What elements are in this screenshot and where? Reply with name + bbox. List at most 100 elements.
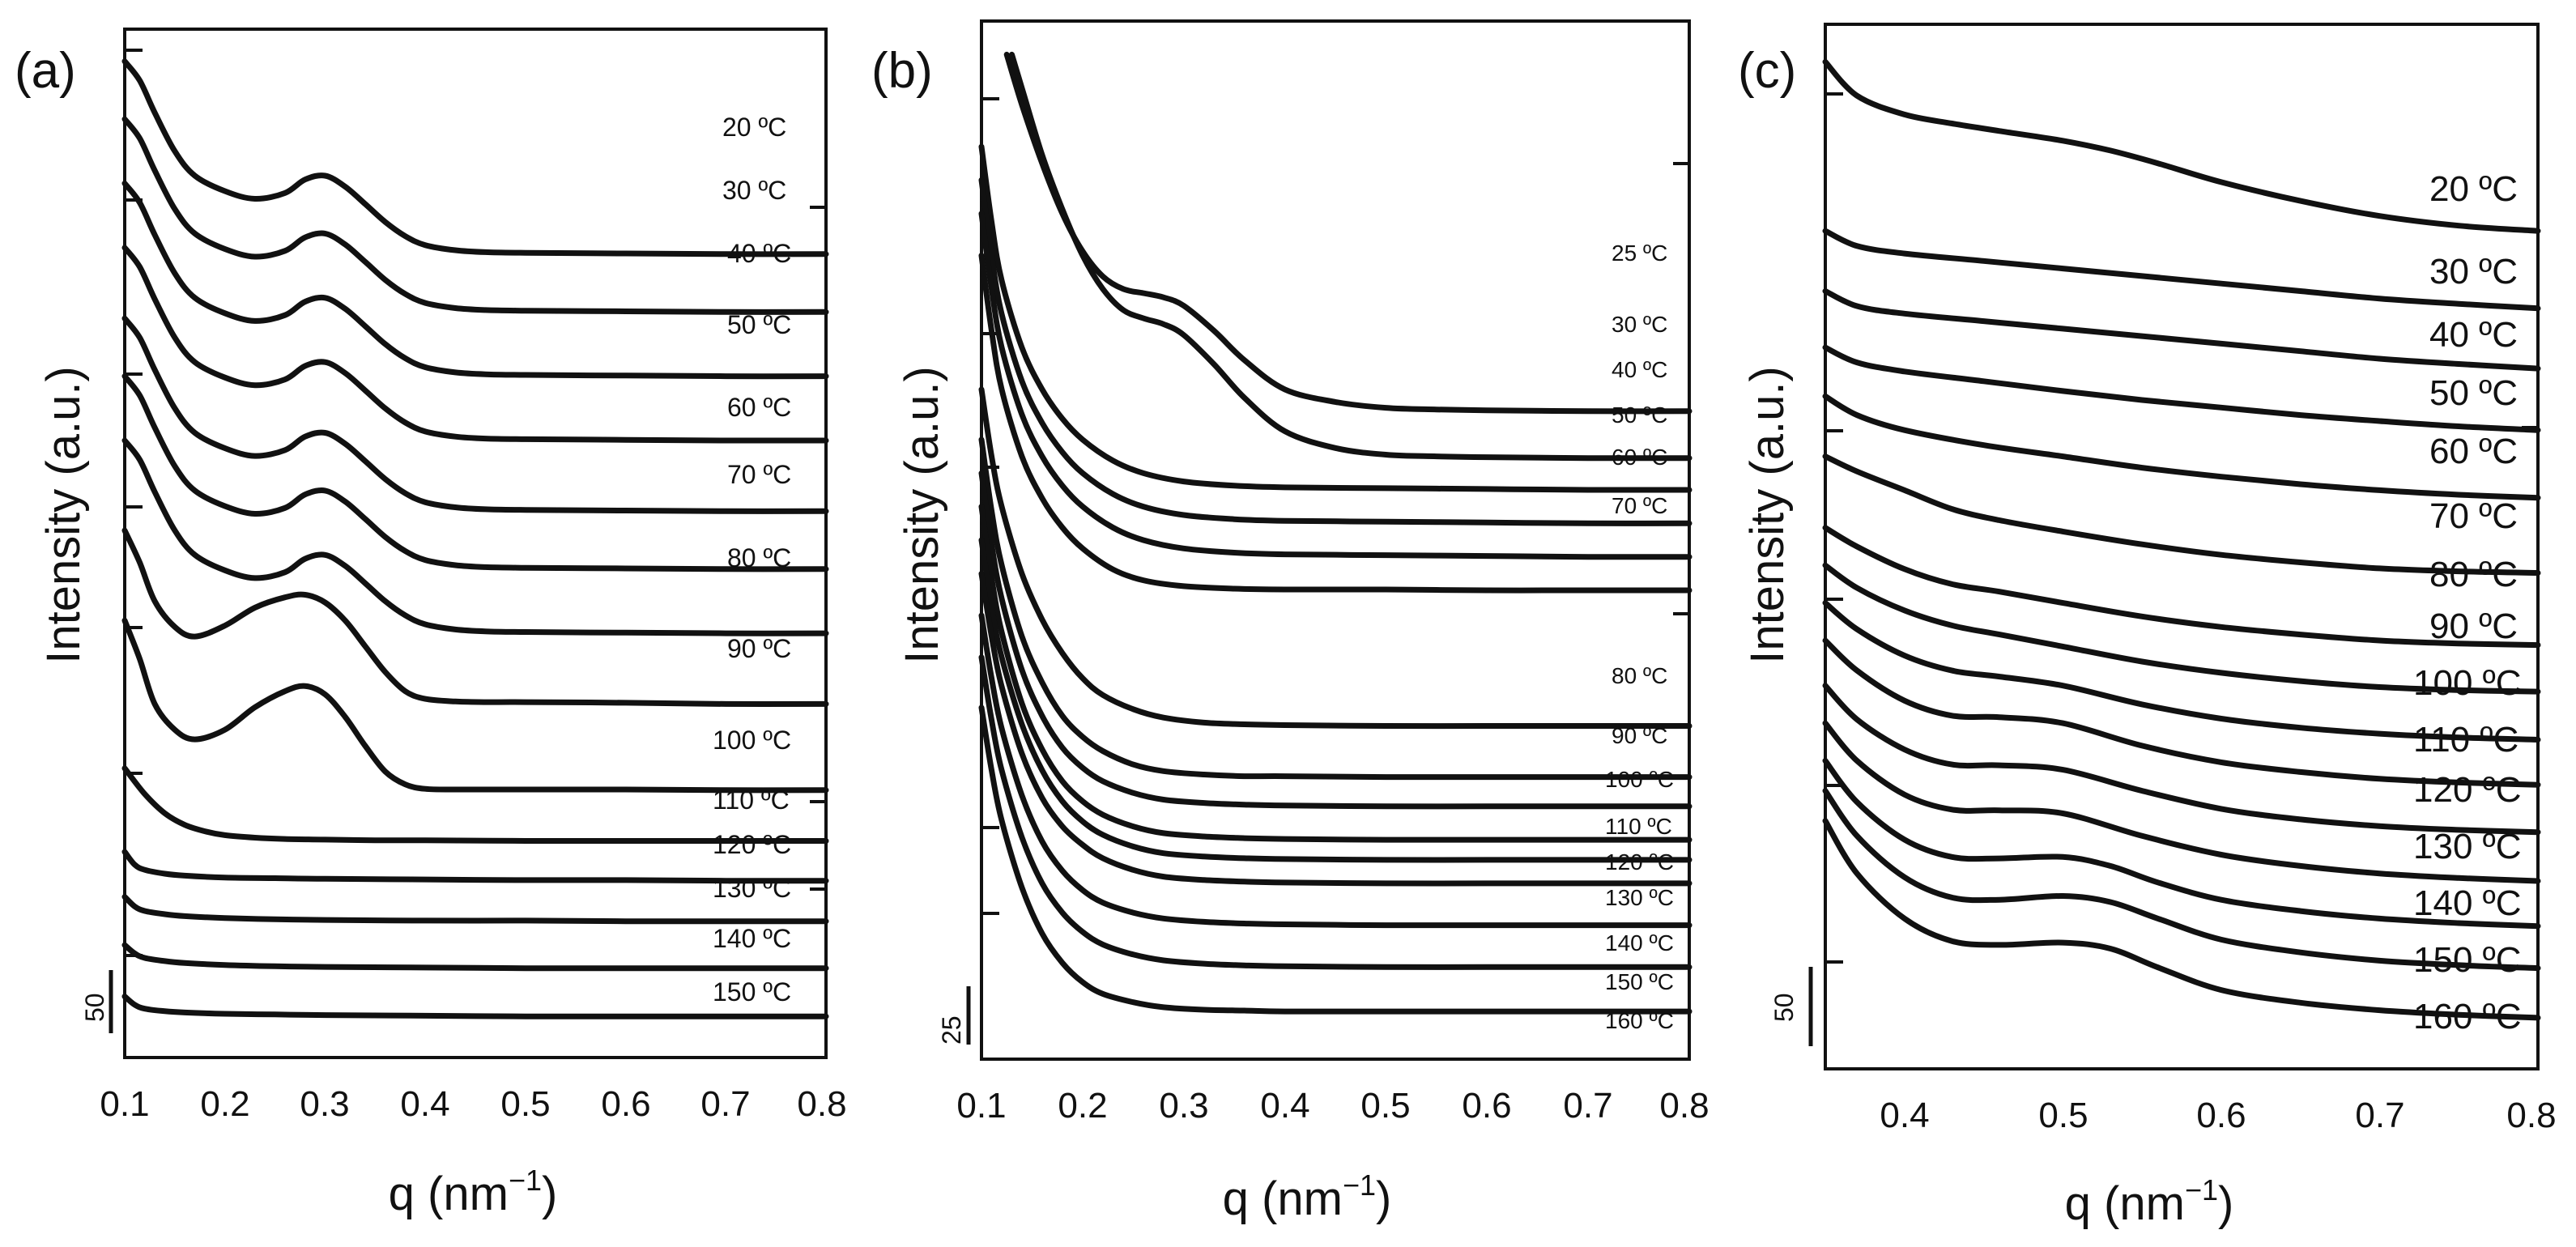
- panel-a-scale-bar-label: 50: [80, 993, 109, 1022]
- panel-c-curve-label: 30 ºC: [2429, 252, 2518, 292]
- panel-c-series-line: [1822, 758, 2541, 930]
- panel-a-curve-label: 120 ºC: [713, 830, 791, 859]
- panel-b-x-tick-label: 0.7: [1563, 1086, 1612, 1126]
- panel-b-curve-label: 25 ºC: [1612, 240, 1667, 266]
- panel-c-series-line: [1822, 393, 2541, 501]
- panel-c-series-line: [1822, 637, 2541, 788]
- panel-c-x-axis-label: q (nm−1): [2065, 1173, 2234, 1230]
- panel-a-y-axis-label: Intensity (a.u.): [37, 366, 90, 663]
- panel-c-curve-label: 60 ºC: [2429, 432, 2518, 471]
- panel-a-curve-label: 80 ºC: [727, 543, 791, 572]
- panel-b-series-line: [1003, 51, 1692, 415]
- panel-c-series-line: [1822, 562, 2541, 695]
- panel-c-curve-label: 40 ºC: [2429, 315, 2518, 355]
- panel-c-curve-label: 80 ºC: [2429, 555, 2518, 594]
- panel-a-x-tick-label: 0.6: [601, 1084, 650, 1124]
- panel-c-curve-label: 120 ºC: [2413, 770, 2521, 810]
- panel-c-x-tick-label: 0.4: [1880, 1096, 1929, 1135]
- panel-a-series-line: [121, 437, 829, 636]
- panel-b-curve-label: 90 ºC: [1612, 723, 1667, 748]
- panel-a-series-line: [121, 315, 829, 514]
- panel-b-x-tick-label: 0.1: [956, 1086, 1006, 1126]
- panel-a-series-line: [121, 527, 829, 708]
- panel-a-label: (a): [15, 43, 76, 99]
- panel-a-curve-label: 70 ºC: [727, 460, 791, 489]
- panel-a-curve-labels: 20 ºC 30 ºC 40 ºC 50 ºC 60 ºC 70 ºC 80 º…: [713, 113, 791, 1007]
- panel-b-series-line: [978, 654, 1692, 970]
- panel-a: (a) Intensity (a.u.) 20 ºC 30 ºC 40 ºC 5…: [15, 28, 847, 1220]
- panel-c-series-line: [1822, 818, 2541, 1021]
- panel-a-axis-ticks: [125, 49, 826, 957]
- panel-c-curve-label: 100 ºC: [2413, 663, 2521, 703]
- panel-a-curve-label: 90 ºC: [727, 634, 791, 663]
- panel-b-y-axis-label: Intensity (a.u.): [896, 366, 948, 663]
- panel-a-curves: [121, 58, 829, 1019]
- panel-b-curve-label: 110 ºC: [1605, 814, 1672, 839]
- panel-c-series-line: [1822, 344, 2541, 433]
- panel-a-x-tick-label: 0.5: [500, 1084, 550, 1124]
- panel-c-series-line: [1822, 788, 2541, 972]
- panel-a-curve-label: 110 ºC: [713, 785, 790, 815]
- panel-a-x-tick-label: 0.8: [797, 1084, 846, 1124]
- panel-a-series-line: [121, 245, 829, 444]
- panel-c-x-tick-label: 0.6: [2196, 1096, 2246, 1135]
- panel-b-curve-label: 150 ºC: [1605, 969, 1674, 994]
- panel-a-curve-label: 50 ºC: [727, 310, 791, 339]
- panel-c-curve-label: 140 ºC: [2413, 883, 2521, 923]
- panel-b-x-tick-labels: 0.1 0.2 0.3 0.4 0.5 0.6 0.7 0.8: [956, 1086, 1709, 1126]
- panel-b-series-line: [978, 177, 1692, 526]
- panel-b-series-line: [978, 612, 1692, 929]
- panel-c-series-line: [1822, 228, 2541, 312]
- panel-a-plot-frame: [123, 28, 828, 1059]
- panel-a-x-tick-label: 0.4: [400, 1084, 449, 1124]
- panel-c-curve-label: 50 ºC: [2429, 373, 2518, 413]
- panel-b-series-line: [978, 504, 1692, 843]
- panel-c-y-axis-label: Intensity (a.u.): [1741, 366, 1794, 663]
- panel-b-x-tick-label: 0.4: [1260, 1086, 1309, 1126]
- panel-a-curve-label: 30 ºC: [722, 176, 786, 205]
- panel-a-curve-label: 20 ºC: [722, 113, 786, 142]
- panel-a-curve-label: 100 ºC: [713, 726, 791, 755]
- panel-b-series-line: [978, 436, 1692, 781]
- panel-b-curve-label: 40 ºC: [1612, 357, 1667, 382]
- panel-c-curve-label: 110 ºC: [2413, 720, 2519, 760]
- panel-b-series-line: [978, 143, 1692, 493]
- panel-c-x-tick-label: 0.7: [2355, 1096, 2404, 1135]
- panel-c-axis-ticks: [1825, 92, 2538, 964]
- panel-a-series-line: [121, 181, 829, 380]
- panel-a-series-line: [121, 894, 829, 925]
- panel-a-series-line: [121, 116, 829, 315]
- panel-c-series-line: [1822, 720, 2541, 884]
- panel-a-x-tick-labels: 0.1 0.2 0.3 0.4 0.5 0.6 0.7 0.8: [100, 1084, 846, 1124]
- panel-a-curve-label: 150 ºC: [713, 977, 791, 1007]
- panel-c-curves: [1822, 58, 2541, 1021]
- panel-c-series-line: [1822, 600, 2541, 743]
- panel-b-series-line: [978, 704, 1692, 1015]
- panel-a-series-line: [121, 373, 829, 572]
- panel-a-series-line: [121, 994, 829, 1019]
- panel-c-scale-bar-label: 50: [1769, 993, 1799, 1022]
- panel-b-series-line: [978, 470, 1692, 810]
- panel-c-x-tick-label: 0.5: [2038, 1096, 2088, 1135]
- panel-b-x-tick-label: 0.2: [1058, 1086, 1107, 1126]
- panel-a-series-line: [121, 942, 829, 972]
- panel-b-x-tick-label: 0.8: [1659, 1086, 1709, 1126]
- panel-b-curve-label: 30 ºC: [1612, 312, 1667, 337]
- panel-b-curve-label: 140 ºC: [1605, 930, 1674, 955]
- panel-b-curve-label: 100 ºC: [1605, 767, 1674, 792]
- panel-a-series-line: [121, 58, 829, 257]
- panel-b-x-tick-label: 0.6: [1462, 1086, 1511, 1126]
- panel-c-curve-label: 150 ºC: [2413, 940, 2521, 980]
- panel-b-curve-label: 80 ºC: [1612, 663, 1667, 688]
- panel-b-series-line: [978, 537, 1692, 863]
- panel-b-label: (b): [871, 43, 933, 99]
- panel-c-series-line: [1822, 683, 2541, 836]
- panel-c-x-tick-label: 0.8: [2506, 1096, 2556, 1135]
- panel-c-curve-label: 70 ºC: [2429, 496, 2518, 536]
- panel-a-curve-label: 60 ºC: [727, 393, 791, 422]
- panel-c-series-line: [1822, 58, 2541, 234]
- panel-a-x-tick-label: 0.1: [100, 1084, 149, 1124]
- panel-c: (c) Intensity (a.u.) 20 ºC 30 ºC 40 ºC 5…: [1738, 23, 2557, 1230]
- panel-a-curve-label: 130 ºC: [713, 874, 791, 903]
- panel-c-label: (c): [1738, 43, 1796, 99]
